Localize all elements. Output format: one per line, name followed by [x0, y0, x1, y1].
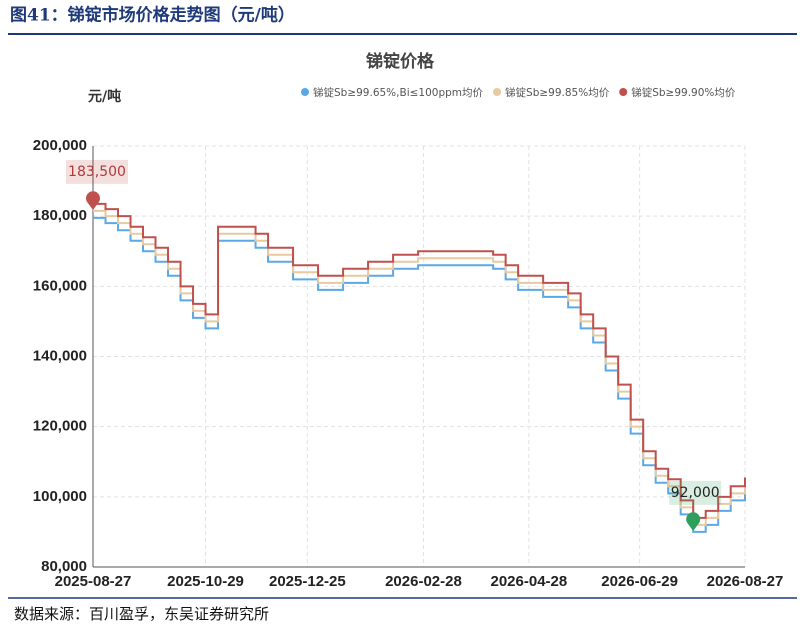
chart-title: 锑锭价格: [366, 51, 435, 72]
x-tick-label: 2025-10-29: [167, 573, 244, 590]
y-tick-label: 140,000: [33, 347, 87, 364]
source: 数据来源：百川盈孚，东吴证券研究所: [14, 605, 269, 623]
series-line: [93, 202, 746, 519]
y-tick-label: 80,000: [41, 558, 87, 575]
caption: 图41：锑锭市场价格走势图（元/吨）: [10, 5, 295, 26]
x-tick-label: 2025-12-25: [269, 573, 346, 590]
legend-marker: [301, 88, 309, 96]
legend-label: 锑锭Sb≥99.65%,Bi≤100ppm均价: [313, 86, 484, 99]
annotation-box: [66, 159, 128, 184]
legend-label: 锑锭Sb≥99.85%均价: [505, 86, 610, 99]
x-tick-label: 2026-08-27: [707, 573, 784, 590]
x-tick-label: 2025-08-27: [55, 573, 132, 590]
legend-marker: [493, 88, 502, 96]
y-tick-label: 160,000: [33, 277, 87, 294]
annotation-marker: [686, 512, 701, 531]
legend-label: 锑锭Sb≥99.90%均价: [631, 86, 736, 99]
y-tick-label: 200,000: [33, 137, 87, 154]
y-tick-label: 100,000: [33, 488, 87, 505]
x-tick-label: 2026-06-29: [601, 573, 678, 590]
y-tick-label: 120,000: [33, 418, 87, 435]
legend-marker: [619, 88, 628, 96]
y-label: 元/吨: [88, 88, 121, 105]
annotation-box: [669, 480, 722, 505]
annotation-label: 183,500: [68, 164, 126, 180]
annotation-label: 92,000: [671, 485, 720, 501]
y-tick-label: 180,000: [33, 207, 87, 224]
x-tick-label: 2026-04-28: [490, 573, 567, 590]
series-line: [93, 216, 746, 533]
series-line: [93, 209, 746, 526]
annotation-marker: [86, 191, 100, 210]
x-tick-label: 2026-02-28: [385, 573, 462, 590]
